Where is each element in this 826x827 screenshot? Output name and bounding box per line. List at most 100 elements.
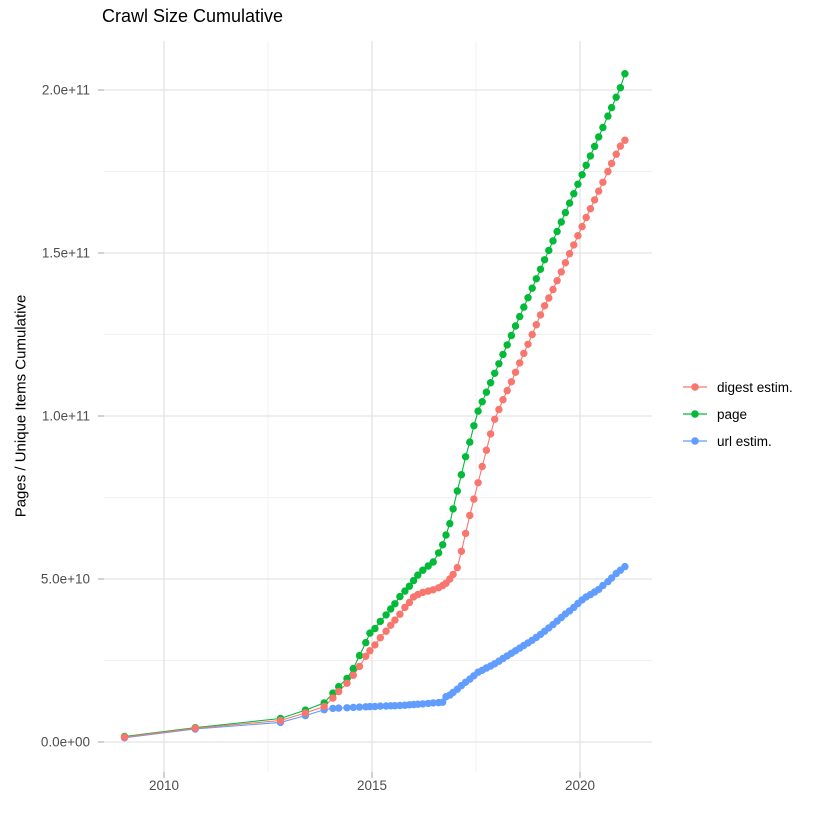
data-point	[532, 321, 540, 329]
legend-item-digest: digest estim.	[682, 379, 793, 395]
data-point	[457, 471, 466, 479]
data-point	[607, 159, 616, 168]
data-point	[545, 294, 553, 302]
data-point	[565, 250, 574, 258]
data-point	[621, 136, 629, 144]
data-point	[461, 453, 470, 461]
data-point	[349, 664, 357, 673]
data-point	[470, 495, 478, 503]
data-point	[362, 638, 370, 647]
data-point	[595, 187, 603, 195]
data-point	[599, 123, 607, 132]
data-point	[507, 378, 516, 386]
data-point	[474, 407, 482, 415]
legend-dot	[691, 383, 699, 391]
data-point	[511, 322, 520, 330]
data-point	[355, 651, 364, 660]
data-point	[387, 621, 395, 629]
data-point	[424, 562, 432, 570]
data-point	[561, 259, 570, 267]
data-point	[578, 222, 586, 231]
data-point	[453, 563, 461, 572]
data-point	[553, 277, 561, 285]
data-point	[301, 709, 310, 717]
data-point	[478, 398, 486, 406]
data-point	[355, 662, 364, 671]
data-point	[434, 549, 443, 557]
data-point	[503, 386, 511, 395]
data-point	[586, 152, 595, 160]
data-point	[371, 624, 379, 633]
data-point	[616, 142, 625, 150]
data-point	[503, 341, 511, 349]
data-point	[376, 702, 384, 710]
data-point	[453, 487, 461, 495]
data-point	[607, 103, 616, 112]
data-point	[376, 634, 384, 642]
data-point	[349, 703, 357, 712]
chart-title: Crawl Size Cumulative	[102, 6, 284, 26]
legend: digest estim. page url estim.	[682, 379, 793, 449]
data-point	[396, 592, 404, 601]
data-point	[536, 265, 545, 273]
data-point	[382, 611, 390, 619]
data-point	[376, 617, 384, 626]
data-point	[582, 161, 590, 169]
data-point	[536, 311, 545, 319]
data-point	[349, 671, 357, 679]
data-point	[478, 462, 486, 471]
data-point	[409, 576, 418, 585]
legend-dot	[691, 437, 699, 445]
data-point	[429, 699, 437, 707]
data-point	[470, 422, 478, 430]
data-point	[612, 93, 620, 101]
data-point	[449, 505, 457, 513]
data-point	[446, 519, 454, 528]
data-point	[486, 430, 495, 438]
data-point	[120, 733, 129, 741]
y-tick-label: 1.0e+11	[42, 409, 90, 424]
data-point	[382, 627, 390, 635]
data-point	[507, 331, 516, 340]
data-point	[520, 349, 528, 358]
data-point	[320, 702, 328, 711]
data-point	[495, 360, 503, 368]
y-tick-label: 2.0e+11	[42, 83, 90, 98]
data-point	[371, 641, 379, 649]
data-point	[553, 227, 561, 236]
data-point	[599, 581, 607, 590]
data-point	[540, 302, 549, 310]
y-tick-label: 1.5e+11	[42, 246, 90, 261]
data-point	[355, 703, 364, 711]
data-point	[442, 531, 450, 539]
data-point	[549, 237, 557, 245]
legend-item-url: url estim.	[682, 433, 793, 449]
data-point	[466, 511, 474, 520]
data-point	[391, 600, 399, 608]
data-point	[414, 571, 422, 579]
data-point	[570, 241, 578, 249]
data-point	[366, 647, 374, 655]
data-point	[561, 208, 570, 217]
data-point	[401, 603, 409, 612]
data-point	[524, 294, 532, 302]
data-point	[329, 704, 337, 713]
data-point	[474, 479, 482, 487]
data-point	[499, 350, 507, 359]
y-tick-label: 5.0e+10	[41, 572, 90, 587]
data-point	[482, 388, 491, 396]
data-point	[599, 178, 607, 186]
data-point	[276, 716, 285, 725]
data-point	[396, 610, 404, 618]
data-point	[586, 205, 595, 213]
data-point	[590, 142, 599, 151]
data-point	[516, 312, 524, 321]
data-point	[570, 190, 578, 198]
data-point	[582, 213, 590, 222]
data-point	[495, 405, 503, 414]
data-point	[371, 702, 379, 711]
data-point	[516, 359, 524, 367]
data-point	[419, 700, 427, 708]
data-point	[557, 218, 565, 226]
